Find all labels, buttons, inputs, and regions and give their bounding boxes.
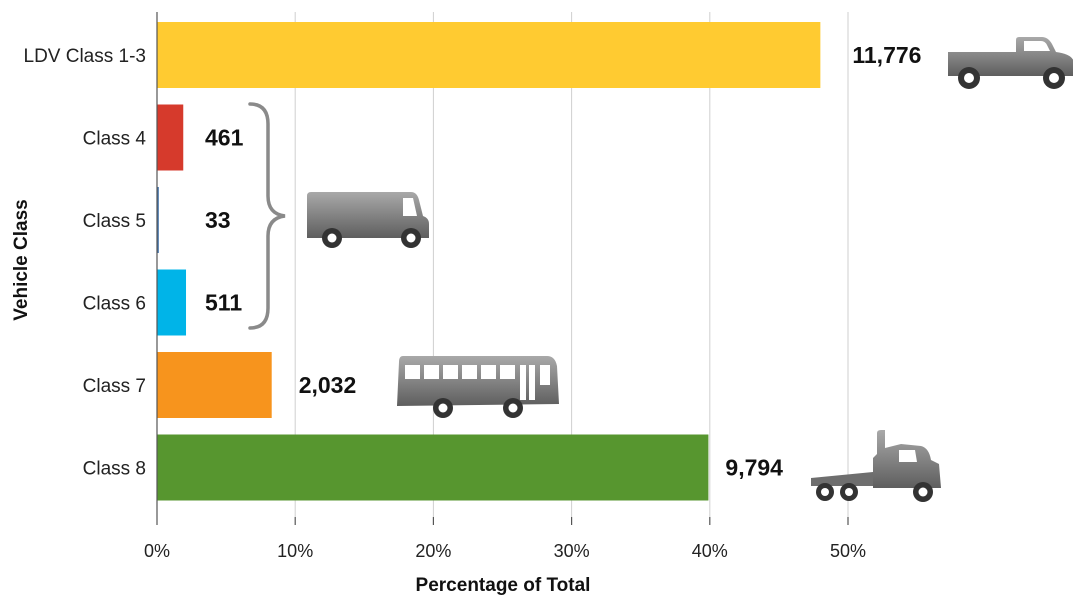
bar xyxy=(157,269,187,336)
bar xyxy=(157,187,159,253)
category-label: Class 5 xyxy=(83,211,146,232)
bar xyxy=(157,104,184,171)
delivery-van-icon xyxy=(307,192,429,248)
bar xyxy=(157,352,272,418)
x-tick-label: 10% xyxy=(277,541,313,561)
bars xyxy=(157,22,821,501)
data-label: 11,776 xyxy=(852,42,921,68)
x-tick-label: 50% xyxy=(830,541,866,561)
data-labels: 11,776 461 33 511 2,032 9,794 xyxy=(205,42,921,481)
gridlines xyxy=(294,12,849,517)
category-labels: LDV Class 1-3 Class 4 Class 5 Class 6 Class … xyxy=(24,46,147,480)
pickup-truck-icon xyxy=(948,37,1073,89)
bus-icon xyxy=(397,356,559,418)
x-tick-label: 0% xyxy=(144,541,170,561)
x-axis-title: Percentage of Total xyxy=(416,575,591,596)
bar xyxy=(157,22,821,88)
x-tick-label: 20% xyxy=(415,541,451,561)
category-label: Class 4 xyxy=(83,129,147,150)
data-label: 2,032 xyxy=(299,372,357,398)
y-axis-title: Vehicle Class xyxy=(11,199,32,320)
data-label: 511 xyxy=(205,290,242,316)
data-label: 461 xyxy=(205,125,244,151)
category-label: LDV Class 1-3 xyxy=(24,46,147,67)
category-label: Class 8 xyxy=(83,459,146,480)
x-tick-label: 40% xyxy=(692,541,728,561)
data-label: 33 xyxy=(205,207,231,233)
semi-truck-icon xyxy=(811,430,941,502)
x-tick-labels: 0% 10% 20% 30% 40% 50% xyxy=(144,517,866,561)
group-brace xyxy=(248,102,286,330)
category-label: Class 7 xyxy=(83,376,146,397)
data-label: 9,794 xyxy=(725,455,783,481)
category-label: Class 6 xyxy=(83,294,146,315)
x-tick-label: 30% xyxy=(554,541,590,561)
bar xyxy=(157,434,709,501)
